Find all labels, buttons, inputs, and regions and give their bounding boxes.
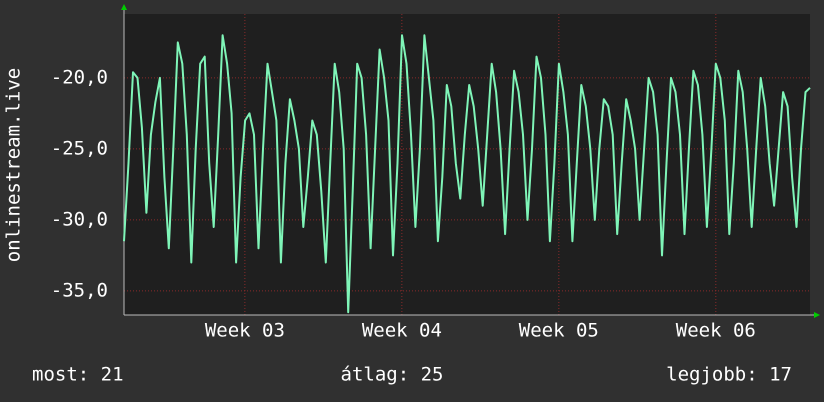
y-tick-label: -30,0 <box>51 208 108 230</box>
y-tick-label: -35,0 <box>51 279 108 301</box>
axis-arrow <box>121 4 127 10</box>
y-axis-label: onlinestream.live <box>3 68 25 262</box>
footer-current: most: 21 <box>32 364 124 386</box>
footer-best: legjobb: 17 <box>666 364 792 386</box>
x-tick-label: Week 04 <box>362 320 442 342</box>
y-tick-label: -25,0 <box>51 137 108 159</box>
footer-average: átlag: 25 <box>341 364 444 386</box>
y-tick-label: -20,0 <box>51 66 108 88</box>
x-tick-label: Week 03 <box>205 320 285 342</box>
data-line <box>123 34 811 314</box>
plot-area <box>124 14 810 315</box>
axis-arrow <box>814 312 820 318</box>
x-tick-label: Week 06 <box>676 320 756 342</box>
x-tick-label: Week 05 <box>519 320 599 342</box>
